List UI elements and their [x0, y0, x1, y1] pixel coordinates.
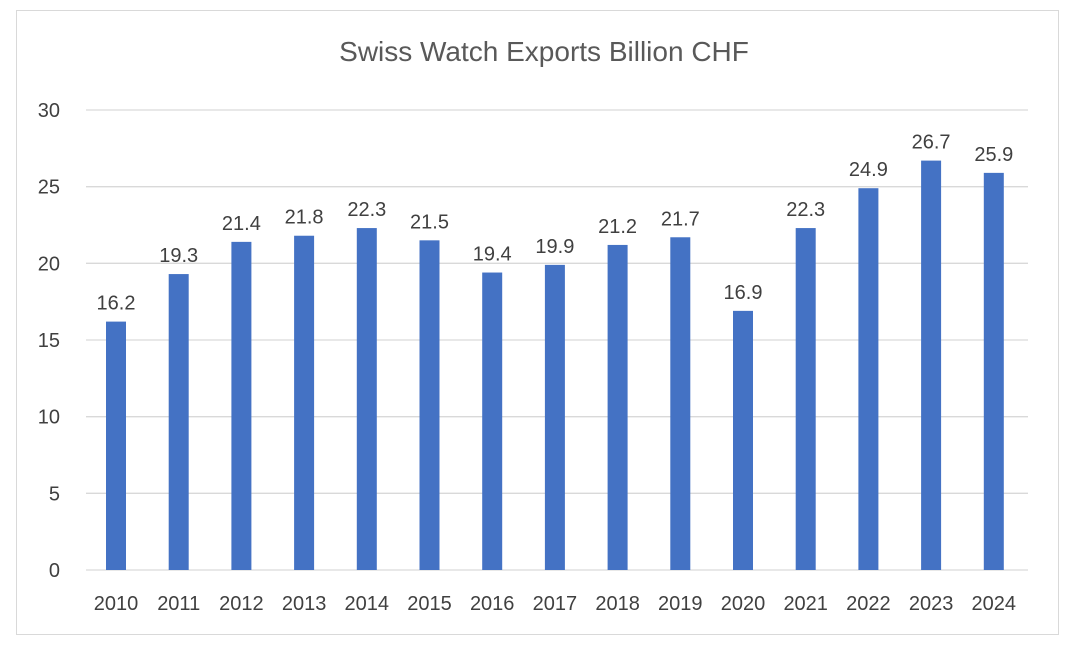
- bars: [106, 160, 1004, 571]
- bar-2014: [356, 228, 377, 571]
- bar-2020: [733, 310, 753, 570]
- x-tick-label: 2014: [345, 593, 390, 615]
- y-tick-label: 30: [38, 100, 60, 122]
- bar-2011: [168, 274, 189, 570]
- data-label: 24.9: [849, 159, 888, 181]
- x-tick-label: 2016: [470, 593, 515, 615]
- data-label: 26.7: [912, 132, 951, 154]
- x-tick-label: 2018: [595, 593, 640, 615]
- data-label: 21.2: [598, 216, 637, 238]
- x-tick-label: 2011: [157, 593, 200, 615]
- bar-2021: [795, 228, 816, 571]
- y-tick-label: 5: [49, 483, 60, 505]
- bar-2012: [231, 241, 252, 570]
- bar-2010: [106, 321, 126, 570]
- data-label: 21.8: [285, 207, 324, 229]
- x-tick-label: 2013: [282, 593, 327, 615]
- data-label: 21.7: [661, 208, 700, 230]
- data-label: 19.4: [473, 244, 512, 266]
- bar-2013: [294, 235, 315, 570]
- x-tick-label: 2022: [846, 593, 891, 615]
- bar-2022: [858, 188, 879, 570]
- x-tick-label: 2010: [94, 593, 139, 615]
- x-tick-label: 2021: [783, 593, 828, 615]
- bar-2023: [921, 160, 942, 570]
- y-axis-tick-labels: 0 5 10 15 20 25 30: [38, 100, 60, 582]
- x-tick-label: 2024: [972, 593, 1017, 615]
- x-tick-label: 2023: [909, 593, 954, 615]
- bar-2016: [482, 272, 503, 570]
- data-label: 16.2: [97, 293, 136, 315]
- data-label: 25.9: [974, 144, 1013, 166]
- x-tick-label: 2020: [721, 593, 766, 615]
- bar-2019: [670, 237, 691, 570]
- data-label: 21.4: [222, 213, 261, 235]
- data-label: 19.9: [535, 236, 574, 258]
- y-tick-label: 10: [38, 407, 60, 429]
- y-tick-label: 20: [38, 253, 60, 275]
- y-tick-label: 15: [38, 330, 60, 352]
- y-tick-label: 25: [38, 177, 60, 199]
- bar-2017: [544, 264, 565, 570]
- chart-title: Swiss Watch Exports Billion CHF: [339, 36, 749, 67]
- data-labels: 16.2 19.3 21.4 21.8 22.3 21.5 19.4 19.9 21.2 21.7…: [97, 132, 1014, 315]
- data-label: 22.3: [786, 199, 825, 221]
- bar-2024: [983, 172, 1004, 570]
- data-label: 21.5: [410, 211, 449, 233]
- x-axis-tick-labels: 2010 2011 2012 2013 2014 2015 2016 2017 2018 2019…: [94, 593, 1016, 615]
- bar-2018: [607, 244, 628, 570]
- data-label: 16.9: [724, 282, 763, 304]
- x-tick-label: 2012: [219, 593, 264, 615]
- x-tick-label: 2015: [407, 593, 452, 615]
- y-tick-label: 0: [49, 560, 60, 582]
- data-label: 22.3: [347, 199, 386, 221]
- x-tick-label: 2017: [533, 593, 578, 615]
- bar-2015: [419, 240, 440, 571]
- chart-frame: [16, 10, 1059, 635]
- x-tick-label: 2019: [658, 593, 703, 615]
- data-label: 19.3: [159, 245, 198, 267]
